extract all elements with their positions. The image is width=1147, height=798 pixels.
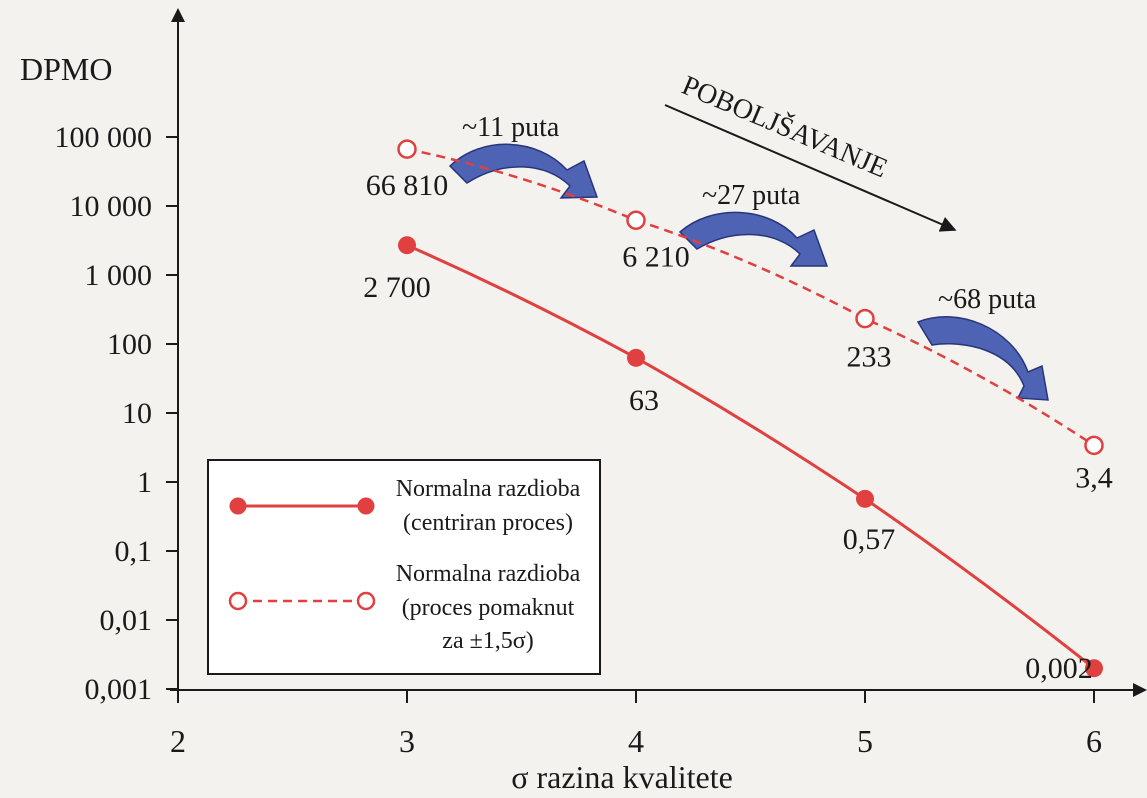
y-tick-label: 10 [122, 397, 152, 430]
x-ticks: 2 3 4 5 6 [170, 690, 1102, 759]
y-tick-label: 10 000 [70, 190, 153, 223]
x-tick-label: 6 [1086, 723, 1102, 759]
data-point [397, 139, 417, 159]
data-point [1085, 659, 1103, 678]
ratio-arrow-2 [678, 211, 829, 267]
y-axis-label: DPMO [20, 51, 112, 87]
x-tick-label: 3 [399, 723, 415, 759]
legend-label-shifted-2: (proces pomaknut [402, 595, 575, 621]
y-ticks: 100 000 10 000 1 000 100 10 1 0,1 0,01 0,001 [55, 121, 178, 706]
legend-box [207, 459, 601, 675]
series-line [406, 243, 1095, 670]
legend-marker-shifted-left [228, 591, 248, 611]
improvement-label: POBOLJŠAVANJE [677, 70, 892, 184]
data-point [627, 348, 645, 367]
data-point [626, 210, 646, 231]
legend-marker-shifted-right [356, 591, 376, 611]
y-tick-label: 0,001 [85, 673, 153, 706]
data-label: 66 810 [366, 169, 449, 202]
y-tick-label: 1 000 [85, 259, 153, 292]
data-label: 2 700 [363, 271, 431, 304]
ratio-arrows: ~11 puta ~27 puta ~68 puta [448, 112, 1049, 401]
legend-label-centered-1: Normalna razdioba [396, 476, 581, 502]
x-tick-label: 2 [170, 723, 186, 759]
legend-label-shifted-3: za ±1,5σ) [442, 628, 533, 654]
y-tick-label: 0,1 [115, 535, 153, 568]
legend-marker-centered-left [229, 497, 247, 515]
improvement-arrow [664, 104, 957, 232]
ratio-label-1: ~11 puta [462, 112, 560, 143]
legend: Normalna razdioba (centriran proces) Nor… [207, 459, 601, 675]
x-tick-label: 5 [857, 723, 873, 759]
data-label: 0,57 [843, 523, 896, 556]
data-point [856, 489, 874, 508]
data-point [398, 236, 416, 255]
legend-label-centered-2: (centriran proces) [403, 510, 573, 536]
data-label: 233 [847, 341, 892, 374]
ratio-label-2: ~27 puta [702, 180, 801, 211]
series-layer: 2 700 63 0,57 0,002 66 810 6 210 233 3,4 [363, 139, 1113, 685]
ratio-arrow-3 [916, 316, 1049, 401]
data-label: 0,002 [1025, 652, 1093, 685]
y-tick-label: 100 [107, 328, 152, 361]
x-axis-label: σ razina kvalitete [511, 759, 733, 795]
data-point [855, 308, 875, 329]
ratio-arrow-1 [448, 143, 599, 199]
y-tick-label: 100 000 [55, 121, 153, 154]
y-tick-label: 0,01 [100, 604, 153, 637]
y-tick-label: 1 [137, 466, 152, 499]
data-label: 6 210 [622, 240, 690, 273]
legend-marker-centered-right [357, 497, 375, 515]
data-label: 3,4 [1075, 461, 1113, 494]
x-tick-label: 4 [628, 723, 644, 759]
ratio-label-3: ~68 puta [938, 284, 1037, 315]
series-line [406, 147, 1095, 447]
data-point [1084, 435, 1104, 456]
data-label: 63 [629, 384, 659, 417]
legend-label-shifted-1: Normalna razdioba [396, 561, 581, 587]
